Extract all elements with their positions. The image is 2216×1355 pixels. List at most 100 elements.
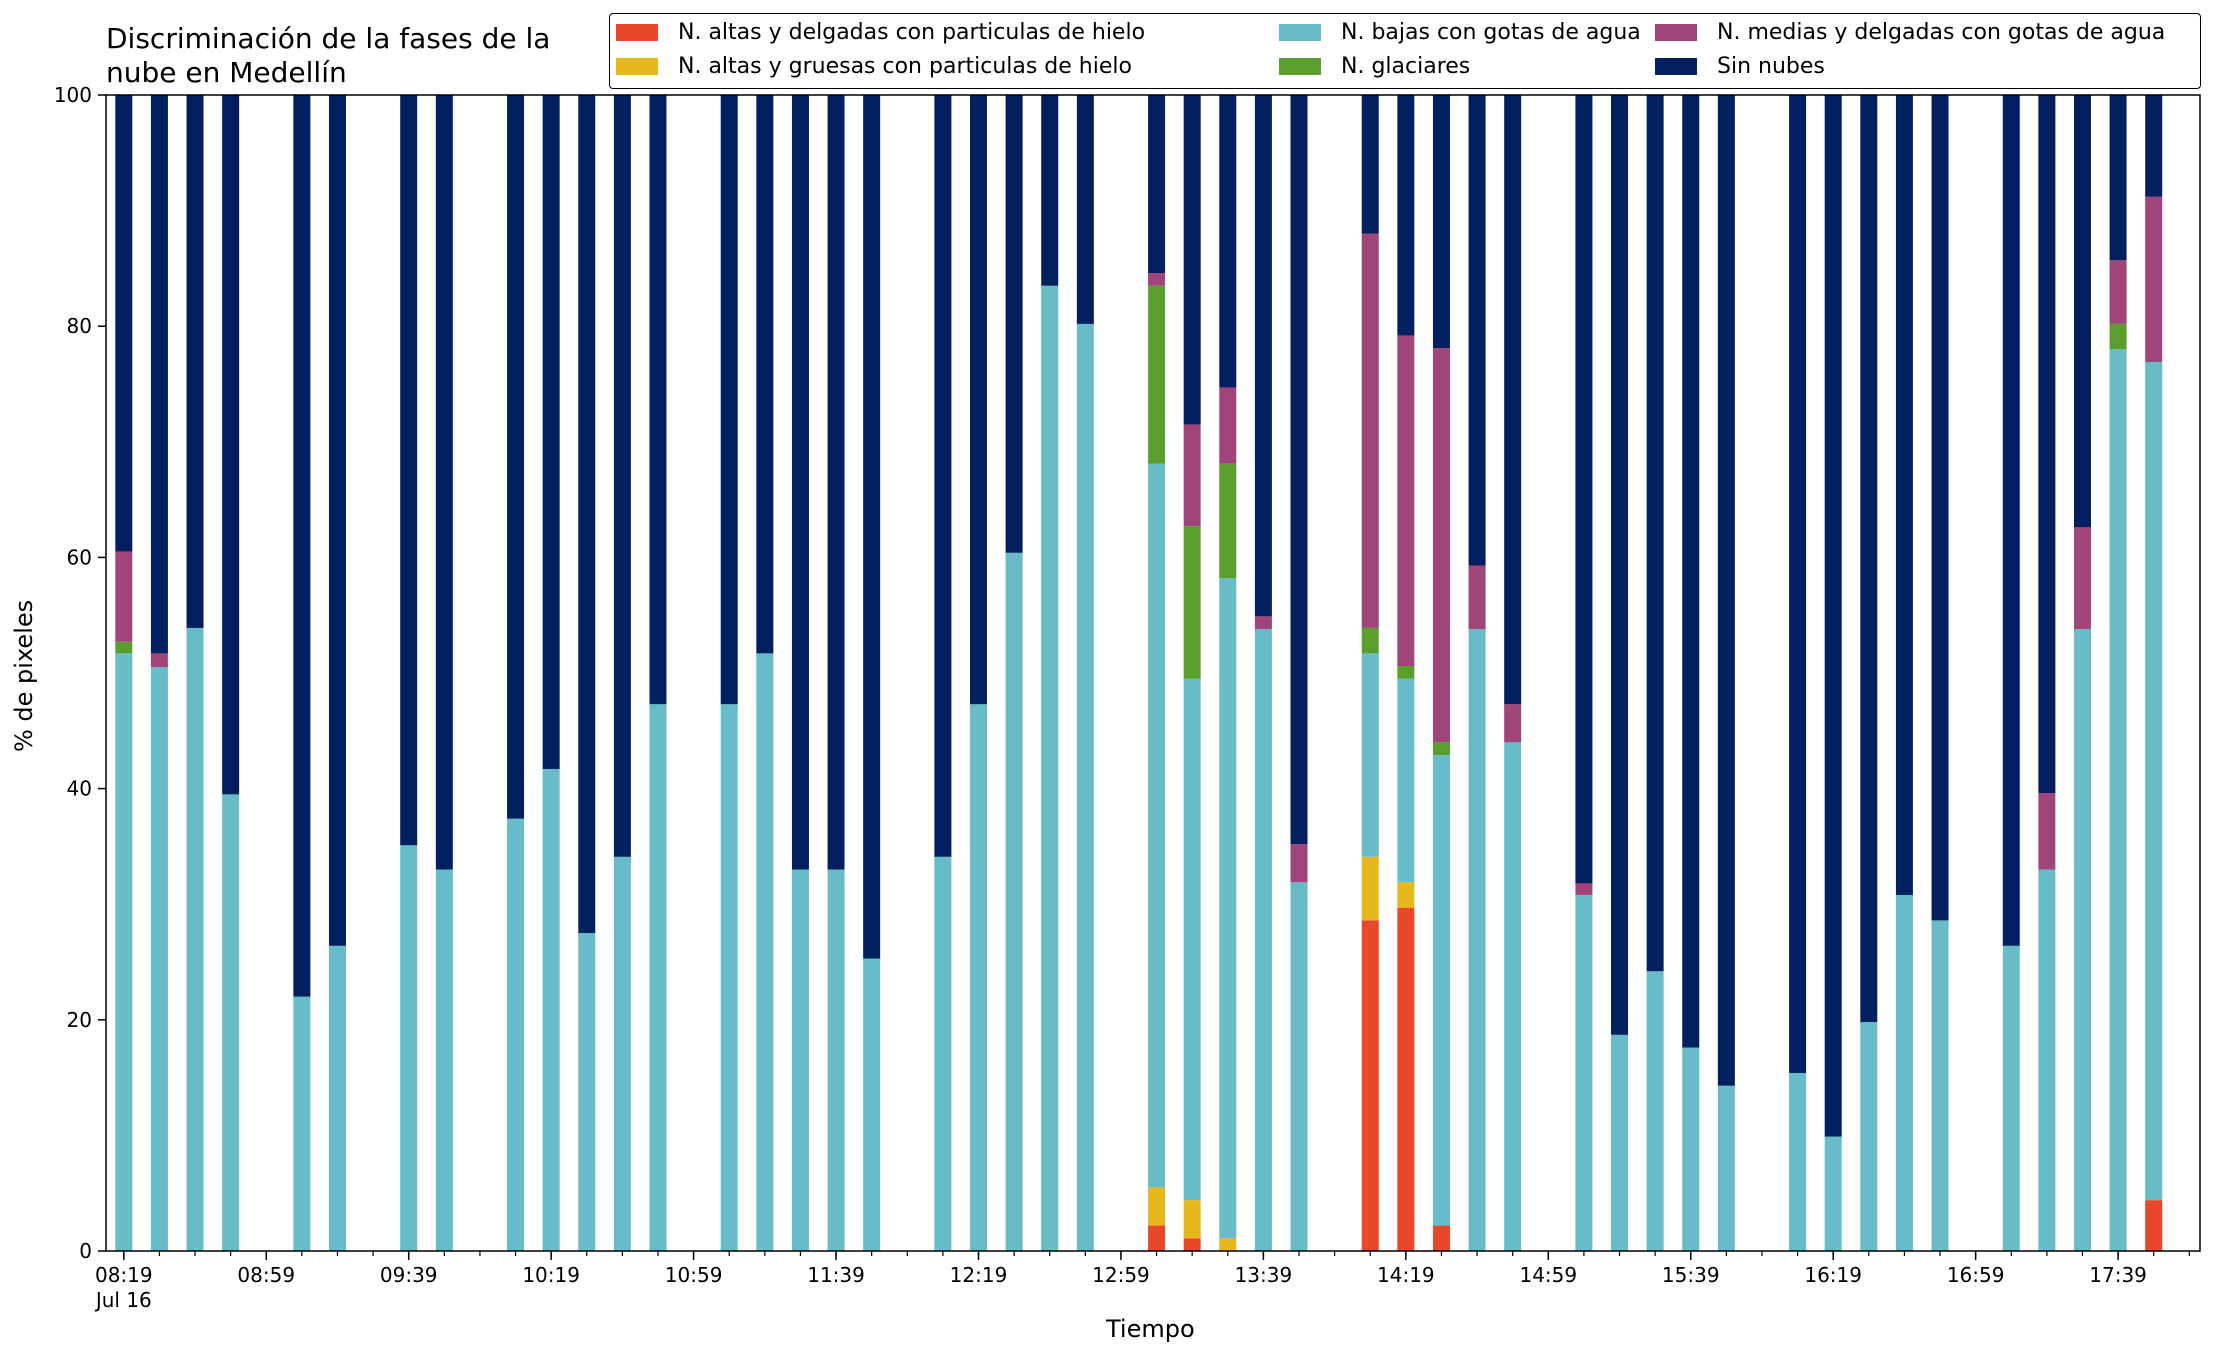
x-tick-label: 14:59: [1519, 1263, 1577, 1287]
bar-segment-glaciares: [1183, 526, 1201, 679]
bar-segment-glaciares: [115, 641, 133, 654]
bar-segment-medias: [1361, 233, 1379, 628]
y-axis-label: % de pixeles: [10, 599, 38, 752]
bar-segment-bajas: [1397, 678, 1415, 883]
bar-segment-bajas: [1931, 920, 1949, 1251]
legend-label-altas-delgadas: N. altas y delgadas con particulas de hi…: [678, 20, 1146, 45]
bar-segment-sin-nubes: [1432, 95, 1450, 349]
bar-segment-sin-nubes: [1611, 95, 1629, 1035]
bar-segment-medias: [1148, 273, 1166, 286]
bar-segment-sin-nubes: [756, 95, 774, 654]
bar-segment-bajas: [293, 996, 311, 1251]
x-tick-label: 14:19: [1377, 1263, 1435, 1287]
bar-segment-bajas: [1504, 742, 1522, 1251]
bar-segment-bajas: [1575, 894, 1593, 1251]
bar-segment-medias: [1432, 348, 1450, 743]
bar-segment-sin-nubes: [1183, 95, 1201, 425]
bar-segment-medias: [115, 551, 133, 642]
x-tick-label: 12:19: [950, 1263, 1008, 1287]
legend-item-altas-gruesas: N. altas y gruesas con particulas de hie…: [616, 54, 1132, 79]
bar-segment-bajas: [1148, 463, 1166, 1188]
bar-segment-sin-nubes: [150, 95, 168, 654]
bar-segment-sin-nubes: [2002, 95, 2020, 946]
legend-item-medias: N. medias y delgadas con gotas de agua: [1655, 20, 2165, 45]
bar-segment-sin-nubes: [2145, 95, 2163, 197]
bar-segment-bajas: [1254, 629, 1272, 1251]
bar-segment-bajas: [1860, 1022, 1878, 1251]
bar-segment-sin-nubes: [827, 95, 845, 870]
bar-segment-sin-nubes: [578, 95, 596, 934]
bar-segment-bajas: [1183, 678, 1201, 1201]
legend-item-altas-delgadas: N. altas y delgadas con particulas de hi…: [616, 20, 1145, 45]
bar-segment-altas-gruesas: [1397, 882, 1415, 908]
x-tick-label: 10:59: [665, 1263, 723, 1287]
bar-segment-altas-gruesas: [1219, 1238, 1237, 1251]
bar-segment-sin-nubes: [1895, 95, 1913, 895]
bar-segment-bajas: [1041, 285, 1059, 1251]
bar-segment-altas-gruesas: [1183, 1200, 1201, 1239]
x-tick-label: 15:39: [1662, 1263, 1720, 1287]
bar-segment-bajas: [2109, 349, 2127, 1251]
legend-label-bajas: N. bajas con gotas de agua: [1341, 20, 1641, 45]
bar-segment-sin-nubes: [1682, 95, 1700, 1048]
legend-item-glaciares: N. glaciares: [1279, 54, 1470, 79]
y-tick-label: 20: [67, 1008, 92, 1032]
legend-label-medias: N. medias y delgadas con gotas de agua: [1717, 20, 2166, 45]
bar-segment-medias: [1468, 565, 1486, 630]
legend-swatch-altas-gruesas: [616, 58, 658, 75]
bar-segment-sin-nubes: [613, 95, 631, 857]
bar-segment-bajas: [542, 768, 560, 1251]
legend-swatch-bajas: [1279, 24, 1321, 41]
bar-segment-sin-nubes: [1219, 95, 1237, 388]
bar-segment-sin-nubes: [1076, 95, 1094, 324]
x-axis-label: Tiempo: [1106, 1315, 1195, 1343]
bar-segment-bajas: [720, 704, 738, 1251]
bar-segment-sin-nubes: [1646, 95, 1664, 972]
bar-segment-medias: [1254, 616, 1272, 630]
bar-segment-bajas: [1824, 1136, 1842, 1251]
bar-segment-medias: [1504, 704, 1522, 743]
bar-segment-sin-nubes: [1254, 95, 1272, 617]
y-tick-label: 40: [67, 777, 92, 801]
bar-segment-bajas: [1219, 578, 1237, 1239]
bar-segment-medias: [1219, 387, 1237, 464]
bar-segment-bajas: [1361, 653, 1379, 857]
bar-segment-sin-nubes: [791, 95, 809, 870]
bar-segment-sin-nubes: [1361, 95, 1379, 234]
bar-segment-sin-nubes: [720, 95, 738, 705]
bar-segment-sin-nubes: [970, 95, 987, 705]
bar-segment-sin-nubes: [1148, 95, 1166, 274]
bar-segment-altas-delgadas: [1361, 920, 1379, 1251]
bar-segment-bajas: [2002, 945, 2020, 1251]
bar-segment-sin-nubes: [649, 95, 667, 705]
bar-segment-glaciares: [1397, 666, 1415, 679]
legend-label-glaciares: N. glaciares: [1341, 54, 1471, 79]
x-tick-label: 11:39: [807, 1263, 865, 1287]
chart-title-line-2: nube en Medellín: [106, 56, 347, 89]
bar-segment-bajas: [613, 856, 631, 1251]
bar-segment-altas-delgadas: [1148, 1225, 1166, 1251]
bar-segment-medias: [2073, 527, 2091, 630]
bar-segment-bajas: [1005, 552, 1023, 1251]
chart-title: Discriminación de la fases de la nube en…: [106, 22, 666, 90]
bar-segment-bajas: [970, 704, 987, 1251]
x-tick-label: 12:59: [1092, 1263, 1150, 1287]
bar-segment-sin-nubes: [328, 95, 346, 946]
legend-swatch-altas-delgadas: [616, 24, 658, 41]
bar-segment-sin-nubes: [435, 95, 453, 870]
bar-segment-sin-nubes: [542, 95, 560, 769]
bar-segment-sin-nubes: [2109, 95, 2127, 261]
bar-segment-bajas: [1717, 1085, 1735, 1251]
x-tick-label: 17:39: [2089, 1263, 2147, 1287]
bar-segment-sin-nubes: [1504, 95, 1522, 705]
bar-segment-sin-nubes: [1290, 95, 1308, 845]
bar-segment-sin-nubes: [1397, 95, 1415, 336]
x-tick-label: 10:19: [522, 1263, 580, 1287]
bar-segment-glaciares: [1432, 742, 1450, 756]
x-tick-label: 08:19: [95, 1263, 153, 1287]
bar-segment-glaciares: [2109, 323, 2127, 350]
bar-segment-bajas: [791, 869, 809, 1251]
x-tick-label: 16:59: [1947, 1263, 2005, 1287]
bar-segment-bajas: [863, 958, 881, 1251]
legend-item-sin-nubes: Sin nubes: [1655, 54, 1825, 79]
